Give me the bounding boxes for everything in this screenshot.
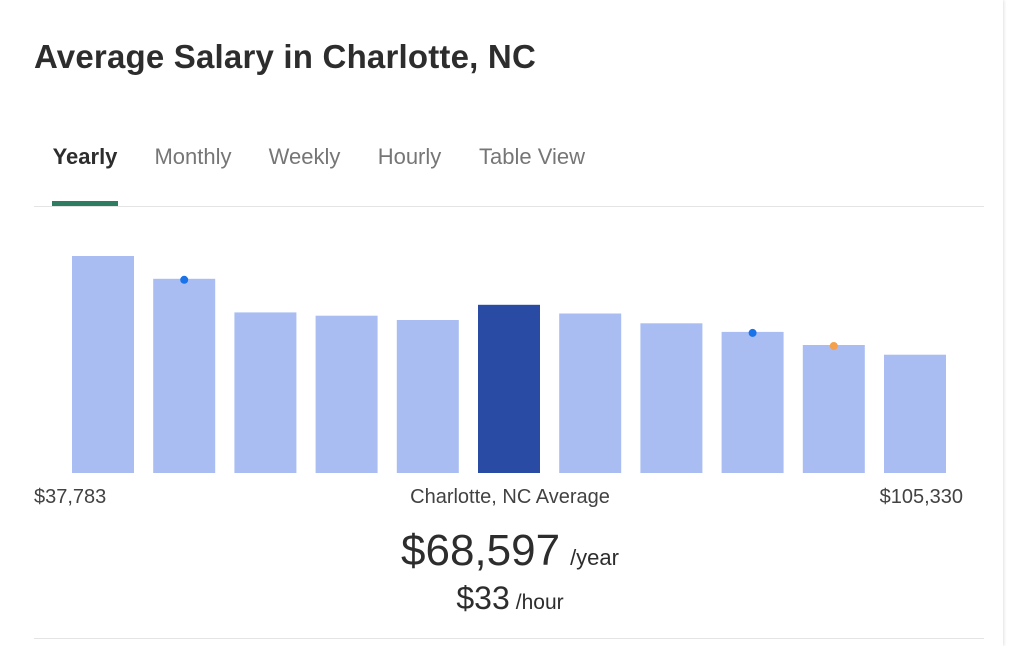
range-max-label: $105,330: [879, 486, 963, 508]
average-label: Charlotte, NC Average: [410, 486, 610, 508]
yearly-unit: /year: [570, 545, 619, 570]
bar-average: [478, 304, 540, 473]
bar-1: [153, 278, 216, 473]
marker-dot-9: [829, 342, 838, 350]
salary-card: Average Salary in Charlotte, NC Yearly M…: [34, 38, 984, 639]
bar-8: [721, 331, 784, 473]
bar-0: [72, 256, 134, 473]
bar-3: [315, 315, 378, 473]
hourly-unit: /hour: [515, 591, 564, 614]
bar-4: [396, 320, 459, 473]
tab-table-view[interactable]: Table View: [479, 144, 585, 169]
bar-10: [884, 354, 946, 473]
tab-hourly[interactable]: Hourly: [377, 144, 442, 169]
marker-dot-1: [180, 275, 189, 284]
yearly-average: $68,597/year: [0, 526, 1020, 576]
bottom-divider: [34, 638, 984, 639]
yearly-average-value: $68,597: [401, 526, 561, 575]
salary-distribution-chart: [72, 256, 946, 473]
hourly-average-value: $33: [456, 580, 510, 616]
page-title: Average Salary in Charlotte, NC: [34, 38, 536, 75]
marker-dot-8: [748, 328, 757, 337]
range-min-label: $37,783: [34, 486, 107, 508]
bar-2: [234, 312, 297, 473]
tab-yearly[interactable]: Yearly: [52, 118, 118, 206]
tab-monthly[interactable]: Monthly: [154, 144, 232, 169]
bar-6: [559, 313, 622, 473]
period-tabs: Yearly Monthly Weekly Hourly Table View: [34, 118, 984, 207]
bar-9: [802, 345, 865, 473]
hourly-average: $33/hour: [0, 580, 1020, 617]
tab-weekly[interactable]: Weekly: [268, 144, 341, 169]
bar-7: [640, 323, 703, 473]
